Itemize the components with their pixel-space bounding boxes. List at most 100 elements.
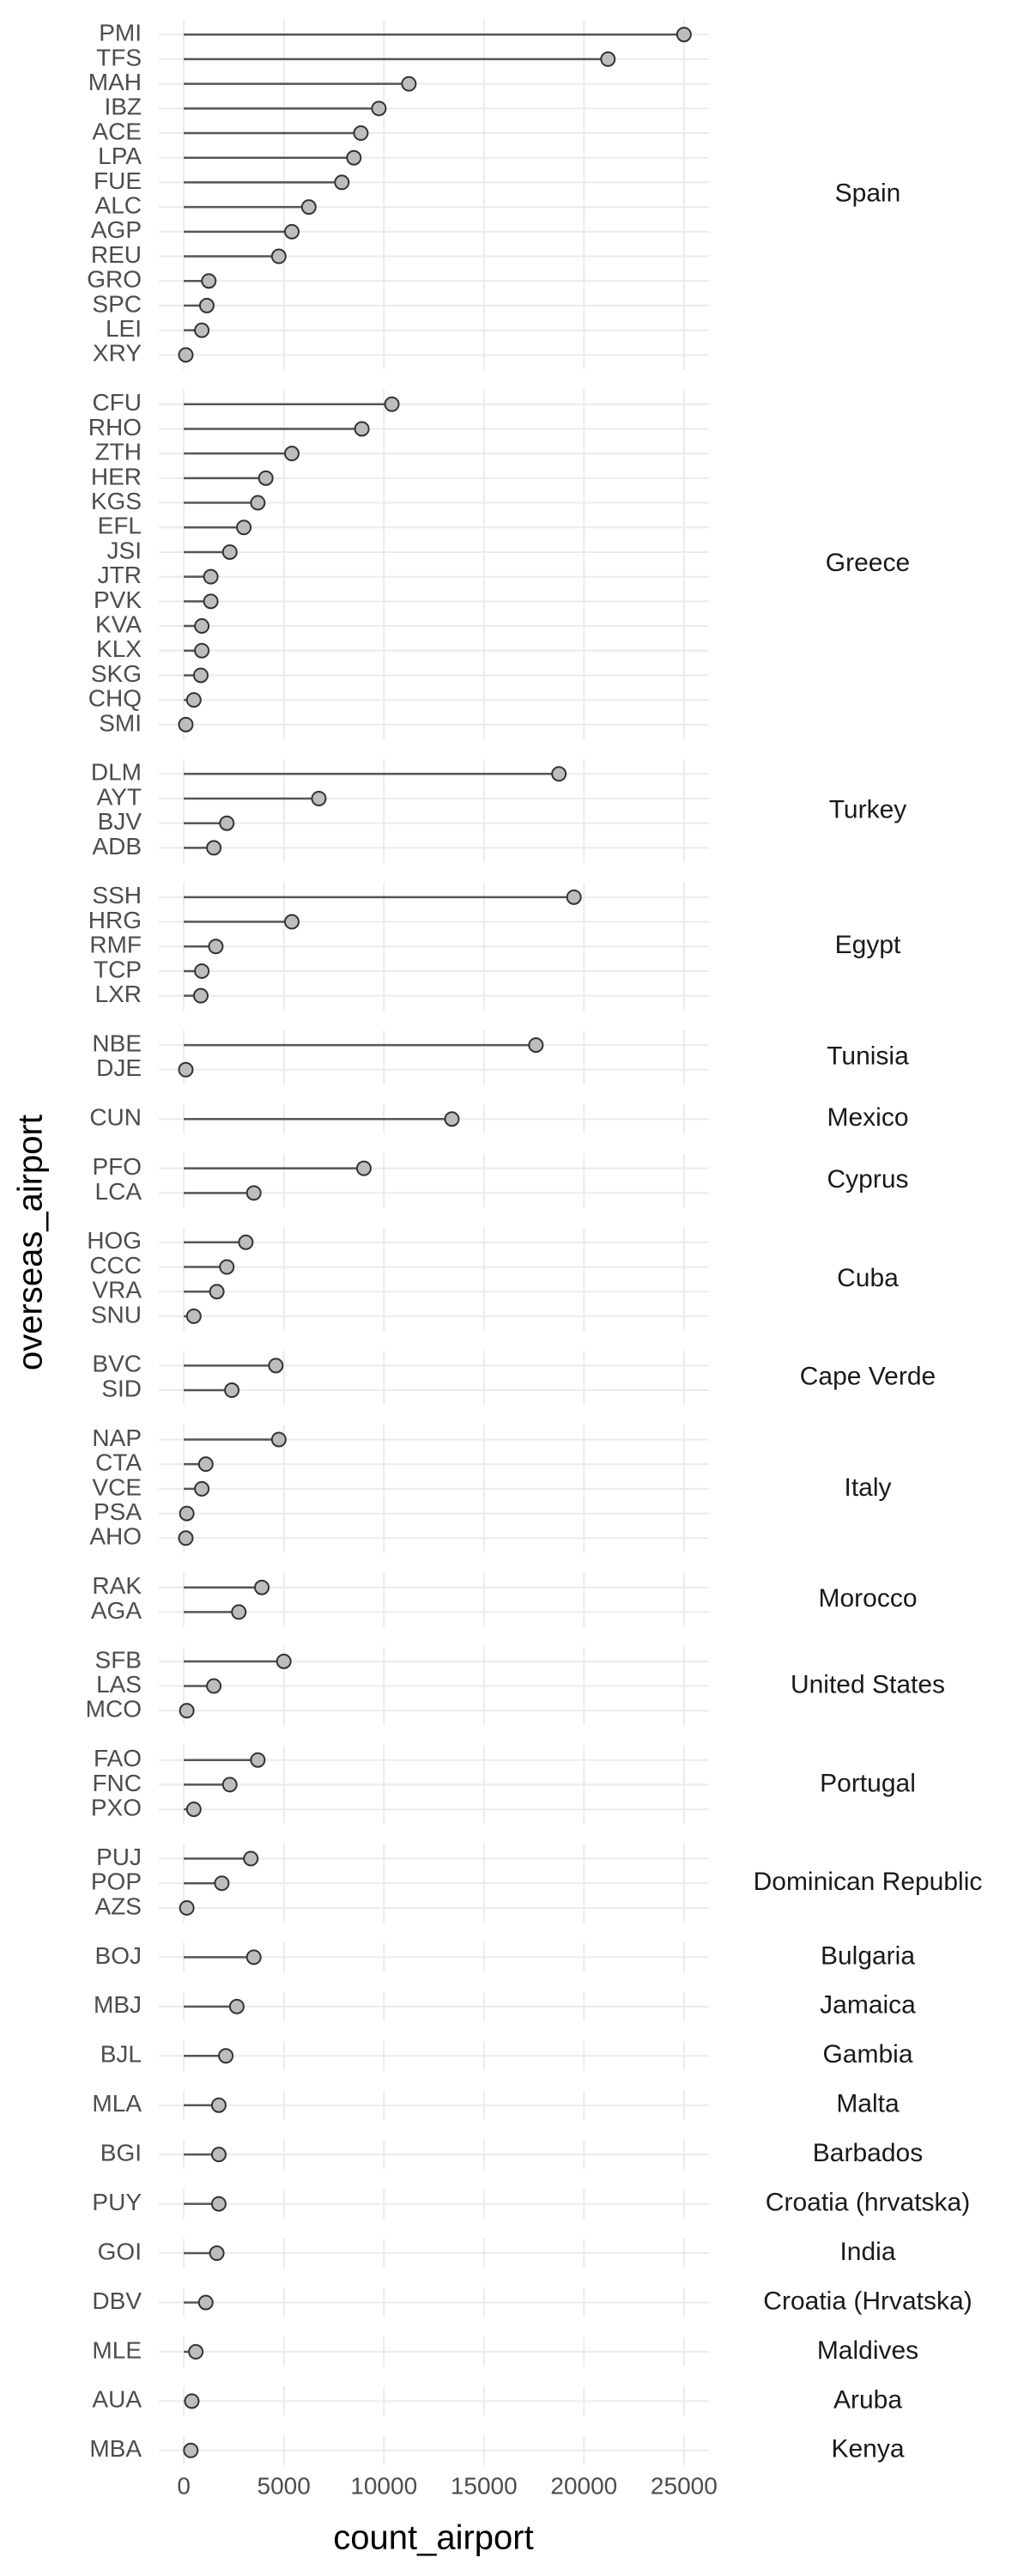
point xyxy=(258,470,274,486)
y-tick-label: GRO xyxy=(87,266,142,293)
y-tick-label: CCC xyxy=(89,1252,142,1279)
point xyxy=(311,791,327,806)
y-tick-label: KVA xyxy=(95,611,142,637)
point xyxy=(551,766,567,782)
point xyxy=(194,618,210,635)
point xyxy=(179,1899,195,1916)
y-tick-label: LEI xyxy=(106,315,142,342)
facet-label: Dominican Republic xyxy=(754,1868,983,1896)
point xyxy=(238,1234,254,1250)
point xyxy=(270,248,287,264)
point xyxy=(284,914,300,930)
y-tick-label: AHO xyxy=(89,1523,142,1550)
y-tick-label: MBA xyxy=(89,2435,142,2462)
point xyxy=(250,495,266,511)
x-tick-label: 10000 xyxy=(350,2472,417,2499)
y-tick-label: BJL xyxy=(100,2041,142,2068)
point xyxy=(206,1678,222,1694)
point xyxy=(566,889,582,905)
point xyxy=(192,987,209,1004)
y-tick-label: GOI xyxy=(98,2238,142,2264)
y-tick-label: PUY xyxy=(92,2189,142,2215)
facet-label: Croatia (hrvatska) xyxy=(766,2189,970,2217)
facet-label: Morocco xyxy=(818,1584,917,1613)
point xyxy=(208,939,224,955)
y-tick-label: AGA xyxy=(91,1597,142,1624)
facet-label: Mexico xyxy=(827,1103,908,1132)
y-tick-label: POP xyxy=(91,1868,142,1895)
point xyxy=(178,1530,194,1546)
marks xyxy=(178,27,692,2458)
y-tick-label: RAK xyxy=(92,1572,142,1599)
y-tick-label: NAP xyxy=(92,1425,142,1451)
y-tick-label: JTR xyxy=(98,562,142,588)
point xyxy=(179,1505,195,1522)
point xyxy=(254,1579,270,1595)
y-tick-label: HER xyxy=(91,463,142,489)
facet-label: Cape Verde xyxy=(800,1363,936,1391)
y-tick-label: KLX xyxy=(96,635,142,662)
point xyxy=(203,568,219,585)
point xyxy=(401,76,417,92)
y-tick-label: REU xyxy=(91,241,142,268)
y-tick-label: DLM xyxy=(91,759,142,786)
point xyxy=(284,446,300,462)
y-tick-label: CUN xyxy=(89,1104,142,1131)
point xyxy=(194,1480,210,1497)
y-tick-label: CFU xyxy=(92,389,142,416)
facet-label: Spain xyxy=(835,179,901,208)
point xyxy=(203,593,219,610)
facet-label: Greece xyxy=(826,549,910,577)
point xyxy=(231,1604,247,1620)
y-tick-label: ZTH xyxy=(95,439,142,465)
y-tick-label: MBJ xyxy=(94,1991,142,2018)
y-tick-label: FUE xyxy=(94,167,142,194)
y-tick-label: KGS xyxy=(91,488,142,514)
y-tick-label: IBZ xyxy=(104,94,142,120)
point xyxy=(183,2442,199,2458)
point xyxy=(676,27,692,43)
point xyxy=(219,1259,235,1275)
point xyxy=(185,1801,202,1818)
facet-label: Aruba xyxy=(833,2385,902,2414)
y-tick-label: CTA xyxy=(95,1449,142,1476)
y-tick-label: LAS xyxy=(96,1671,142,1698)
facet-label: Kenya xyxy=(831,2435,904,2464)
y-tick-label: AYT xyxy=(97,783,142,810)
y-tick-label: SPC xyxy=(92,290,142,317)
facet-label: Bulgaria xyxy=(821,1941,915,1970)
facet-label: Cyprus xyxy=(827,1165,908,1194)
point xyxy=(245,1949,262,1965)
y-tick-label: SID xyxy=(101,1375,142,1401)
y-tick-label: LCA xyxy=(95,1178,142,1205)
y-tick-label: LXR xyxy=(95,981,142,1007)
point xyxy=(178,347,194,363)
point xyxy=(221,1777,238,1793)
y-tick-label: BGI xyxy=(100,2140,142,2166)
y-tick-label: HOG xyxy=(87,1227,142,1254)
y-tick-label: AZS xyxy=(95,1893,142,1919)
point xyxy=(214,1875,230,1892)
y-tick-label: SSH xyxy=(92,882,142,908)
point xyxy=(355,1160,372,1176)
point xyxy=(184,2393,200,2409)
point xyxy=(284,223,300,240)
facet-label: Cuba xyxy=(837,1264,899,1292)
y-tick-label: VRA xyxy=(92,1277,142,1303)
y-tick-label: ACE xyxy=(92,118,142,144)
point xyxy=(210,2196,227,2212)
point xyxy=(194,322,210,338)
y-tick-label: TFS xyxy=(96,44,142,70)
y-tick-label: LPA xyxy=(98,143,142,169)
point xyxy=(218,2048,234,2064)
x-tick-label: 20000 xyxy=(550,2472,617,2499)
facet-label: Gambia xyxy=(822,2040,912,2069)
point xyxy=(270,1431,287,1448)
point xyxy=(185,1308,202,1324)
point xyxy=(300,199,317,216)
point xyxy=(178,716,194,732)
point xyxy=(188,2343,204,2360)
point xyxy=(236,519,252,536)
point xyxy=(346,149,362,166)
